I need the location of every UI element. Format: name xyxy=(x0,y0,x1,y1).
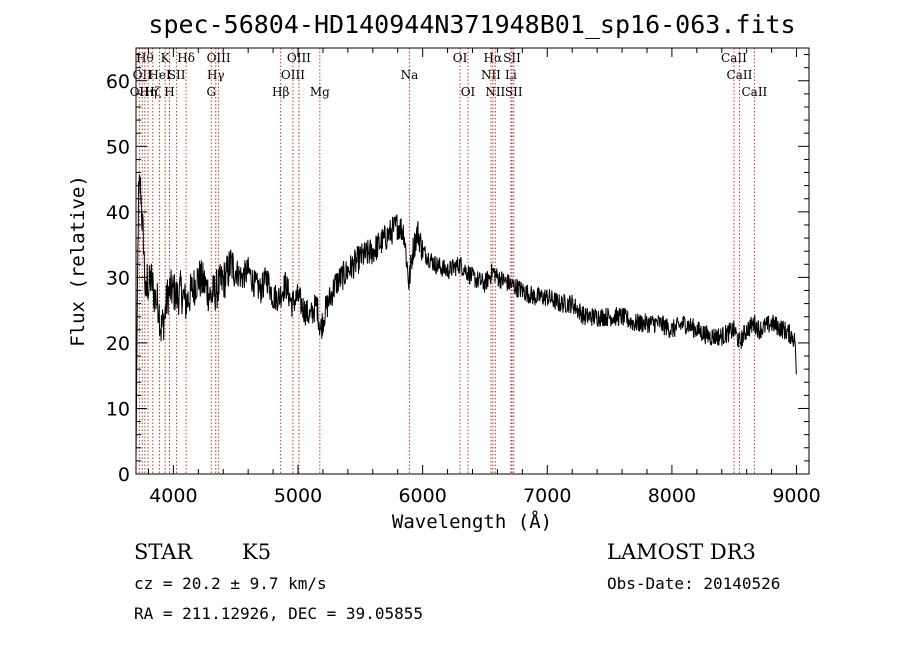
subclass: K5 xyxy=(242,540,272,564)
x-axis: 4000 5000 6000 7000 8000 9000 xyxy=(147,48,821,507)
x-tick-label: 5000 xyxy=(274,485,322,507)
y-tick-label: 40 xyxy=(106,202,130,224)
redshift-value: cz = 20.2 ± 9.7 km/s xyxy=(134,574,327,593)
y-axis-label: Flux (relative) xyxy=(67,175,89,347)
spectral-line-label: OI xyxy=(461,85,476,99)
spectral-line-label: K xyxy=(161,51,171,65)
x-tick-label: 4000 xyxy=(149,485,197,507)
spectral-line-label: CaII xyxy=(721,51,747,65)
chart-title: spec-56804-HD140944N371948B01_sp16-063.f… xyxy=(148,10,795,39)
spectrum-line xyxy=(135,174,797,461)
spectral-line-label: SII xyxy=(505,85,523,99)
x-axis-label: Wavelength (Å) xyxy=(392,510,552,533)
survey-name: LAMOST DR3 xyxy=(607,540,756,564)
y-tick-label: 50 xyxy=(106,136,130,158)
spectral-line-label: OIII xyxy=(287,51,311,65)
spectral-line-label: Hδ xyxy=(177,51,195,65)
x-tick-label: 7000 xyxy=(523,485,571,507)
spectral-line-label: HeI xyxy=(148,68,171,82)
spectral-line-label: NII xyxy=(485,85,505,99)
spectral-line-label: Hα xyxy=(484,51,503,65)
y-axis: 0 10 20 30 40 50 60 xyxy=(106,54,809,486)
spectral-line-label: Hζ xyxy=(144,85,161,99)
x-tick-label: 6000 xyxy=(398,485,446,507)
spectral-line-label: SII xyxy=(168,68,186,82)
spectral-line-label: H xyxy=(164,85,174,99)
y-tick-label: 10 xyxy=(106,398,130,420)
coordinates: RA = 211.12926, DEC = 39.05855 xyxy=(134,604,423,623)
spectral-line-label: NII xyxy=(481,68,501,82)
spectral-line-label: Li xyxy=(505,68,517,82)
x-tick-label: 8000 xyxy=(648,485,696,507)
y-tick-label: 30 xyxy=(106,267,130,289)
spectral-line-label: OII xyxy=(130,85,150,99)
spectral-line-label: G xyxy=(206,85,216,99)
spectral-line-label: CaII xyxy=(741,85,767,99)
y-tick-label: 60 xyxy=(106,71,130,93)
spectral-line-label: OIII xyxy=(281,68,305,82)
spectral-line-label: OI xyxy=(453,51,468,65)
spectral-line-label: OII xyxy=(133,68,153,82)
y-tick-label: 0 xyxy=(118,464,130,486)
y-tick-label: 20 xyxy=(106,333,130,355)
spectral-line-label: Hγ xyxy=(207,68,225,82)
object-class: STAR xyxy=(134,540,193,564)
x-tick-label: 9000 xyxy=(772,485,820,507)
spectral-line-label: SII xyxy=(503,51,521,65)
spectral-line-label: Hθ xyxy=(136,51,154,65)
spectral-line-label: CaII xyxy=(727,68,753,82)
obs-date: Obs-Date: 20140526 xyxy=(607,574,781,593)
spectral-line-label: OIII xyxy=(207,51,231,65)
spectral-line-label: Hη xyxy=(139,85,157,99)
spectral-line-label: Na xyxy=(401,68,419,82)
spectral-line-label: Hβ xyxy=(272,85,289,99)
spectral-line-label: Mg xyxy=(310,85,330,99)
